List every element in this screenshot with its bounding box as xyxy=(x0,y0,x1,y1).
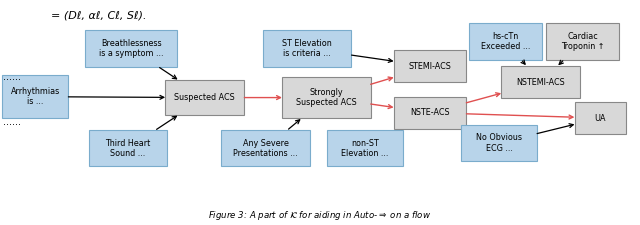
Text: non-ST
Elevation ...: non-ST Elevation ... xyxy=(341,139,388,158)
FancyBboxPatch shape xyxy=(470,23,541,60)
Text: No Obvious
ECG ...: No Obvious ECG ... xyxy=(476,133,522,153)
FancyBboxPatch shape xyxy=(165,80,244,115)
Text: Strongly
Suspected ACS: Strongly Suspected ACS xyxy=(296,88,356,107)
FancyBboxPatch shape xyxy=(502,66,580,99)
Text: NSTEMI-ACS: NSTEMI-ACS xyxy=(516,78,565,87)
Text: Breathlessness
is a symptom ...: Breathlessness is a symptom ... xyxy=(99,39,163,58)
FancyBboxPatch shape xyxy=(394,97,466,129)
Text: ST Elevation
is criteria ...: ST Elevation is criteria ... xyxy=(282,39,332,58)
FancyBboxPatch shape xyxy=(221,130,310,166)
FancyBboxPatch shape xyxy=(394,50,466,83)
FancyBboxPatch shape xyxy=(89,130,168,166)
Text: STEMI-ACS: STEMI-ACS xyxy=(409,62,451,71)
FancyBboxPatch shape xyxy=(547,23,619,60)
FancyBboxPatch shape xyxy=(327,130,403,166)
Text: Any Severe
Presentations ...: Any Severe Presentations ... xyxy=(234,139,298,158)
Text: Third Heart
Sound ...: Third Heart Sound ... xyxy=(106,139,150,158)
Text: ......: ...... xyxy=(3,72,20,82)
Text: Suspected ACS: Suspected ACS xyxy=(175,93,235,102)
Text: hs-cTn
Exceeded ...: hs-cTn Exceeded ... xyxy=(481,32,531,51)
FancyBboxPatch shape xyxy=(461,125,537,161)
FancyBboxPatch shape xyxy=(2,75,68,118)
Text: Figure 3: A part of $\mathcal{K}$ for aiding in Auto-$\Rightarrow$ on a flow: Figure 3: A part of $\mathcal{K}$ for ai… xyxy=(209,209,431,222)
Text: NSTE-ACS: NSTE-ACS xyxy=(410,108,450,117)
Text: ......: ...... xyxy=(3,117,20,127)
Text: Cardiac
Troponin ↑: Cardiac Troponin ↑ xyxy=(561,32,604,51)
FancyBboxPatch shape xyxy=(282,77,371,118)
FancyBboxPatch shape xyxy=(575,102,626,134)
Text: Arrhythmias
is ...: Arrhythmias is ... xyxy=(11,87,60,106)
FancyBboxPatch shape xyxy=(263,30,351,67)
Text: = (Dℓ, αℓ, Cℓ, Sℓ).: = (Dℓ, αℓ, Cℓ, Sℓ). xyxy=(51,10,147,20)
Text: UA: UA xyxy=(595,113,606,122)
FancyBboxPatch shape xyxy=(85,30,177,67)
